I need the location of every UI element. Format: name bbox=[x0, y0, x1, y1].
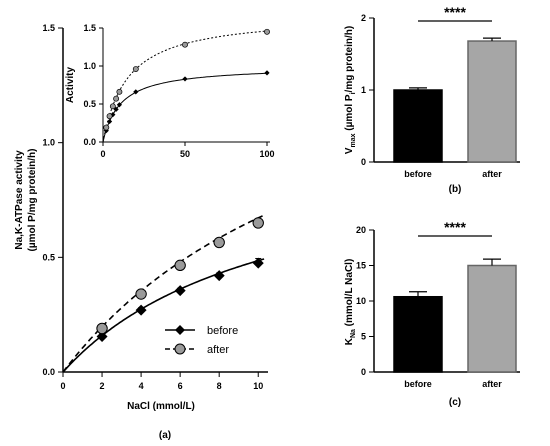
inset-ytick-label: 0.5 bbox=[83, 99, 96, 109]
point-before bbox=[252, 257, 264, 269]
significance-stars: **** bbox=[444, 219, 466, 235]
category-label-after: after bbox=[482, 169, 502, 179]
point-before bbox=[174, 285, 186, 297]
inset-point-after bbox=[132, 66, 139, 72]
panel-label-b: (b) bbox=[449, 184, 462, 195]
a-xtick-label: 6 bbox=[178, 381, 183, 391]
bar-before bbox=[393, 295, 443, 373]
c-ylabel-sub: Na bbox=[350, 329, 357, 338]
inset-point-before bbox=[103, 128, 109, 134]
b-ylabel-rest: (µmol P bbox=[344, 94, 355, 133]
a-ytick-label: 0.5 bbox=[42, 252, 55, 262]
a-ytick-label: 1.0 bbox=[42, 138, 55, 148]
point-after bbox=[174, 259, 186, 272]
b-ylabel-sub: max bbox=[350, 133, 357, 147]
c-ylabel-rest: (mmol/L NaCl) bbox=[344, 259, 355, 329]
panel-label-c: (c) bbox=[449, 397, 461, 408]
point-after bbox=[96, 322, 108, 335]
a-ytick-label: 1.5 bbox=[42, 23, 55, 33]
legend-before-marker bbox=[175, 325, 185, 335]
point-before bbox=[135, 304, 147, 316]
ytick-label: 1 bbox=[361, 85, 366, 95]
point-after bbox=[252, 217, 264, 229]
panel-a-main-plot: 0 2 4 6 8 10 0.0 0.5 1.0 1.5 NaCl (mmol/L) Na,K-A… bbox=[14, 23, 268, 412]
inset-point-before bbox=[116, 102, 122, 108]
inset-point-before bbox=[264, 70, 270, 76]
inset-ylabel: Activity bbox=[65, 67, 76, 104]
point-before bbox=[213, 270, 225, 282]
ytick-label: 2 bbox=[361, 13, 366, 23]
b-ylabel-sub2: i bbox=[350, 92, 357, 94]
a-xtick-label: 0 bbox=[60, 381, 65, 391]
category-label-before: before bbox=[404, 379, 432, 389]
a-xtick-label: 8 bbox=[217, 381, 222, 391]
inset-point-before bbox=[133, 89, 139, 95]
inset-point-after bbox=[264, 28, 270, 35]
legend-before-label: before bbox=[207, 325, 238, 337]
inset-point-after bbox=[103, 124, 110, 131]
c-ylabel-main: K bbox=[344, 337, 355, 345]
a-xtick-label: 2 bbox=[100, 381, 105, 391]
a-ylabel-line2: (µmol P/mg protein/h) bbox=[27, 149, 38, 252]
a-ylabel-line1: Na,K-ATPase activity bbox=[14, 150, 25, 250]
panel-b-plot: 0 1 2 before after **** Vmax (µmol Pi/mg pro… bbox=[344, 4, 520, 195]
inset-xtick-label: 0 bbox=[100, 149, 105, 159]
point-after bbox=[213, 236, 225, 249]
b-ylabel-end: /mg protein/h) bbox=[344, 26, 355, 93]
bar-before bbox=[393, 89, 443, 163]
b-ylabel: Vmax (µmol Pi/mg protein/h) bbox=[344, 26, 357, 154]
ytick-label: 15 bbox=[356, 261, 366, 271]
c-ylabel: KNa (mmol/L NaCl) bbox=[344, 259, 357, 346]
a-ytick-label: 0.0 bbox=[42, 367, 55, 377]
ytick-label: 0 bbox=[361, 157, 366, 167]
point-after bbox=[135, 288, 147, 300]
point-before bbox=[96, 330, 108, 342]
panel-label-a: (a) bbox=[159, 430, 171, 441]
inset-ytick-label: 1.5 bbox=[83, 23, 96, 33]
panel-a-inset-plot: 0 50 100 0.0 0.5 1.0 1.5 Activity bbox=[65, 23, 275, 159]
inset-point-after bbox=[116, 88, 123, 95]
inset-point-after bbox=[113, 95, 120, 102]
a-xtick-label: 10 bbox=[253, 381, 263, 391]
ytick-label: 0 bbox=[361, 367, 366, 377]
ytick-label: 10 bbox=[356, 296, 366, 306]
panel-c-plot: 0 5 10 15 20 before after **** KNa (mmol/L NaC… bbox=[344, 219, 520, 408]
bar-after bbox=[467, 264, 517, 373]
ytick-label: 20 bbox=[356, 225, 366, 235]
inset-ytick-label: 1.0 bbox=[83, 61, 96, 71]
inset-xtick-label: 50 bbox=[180, 149, 190, 159]
inset-point-before bbox=[106, 118, 113, 125]
ytick-label: 5 bbox=[361, 332, 366, 342]
bar-after bbox=[467, 40, 517, 163]
inset-point-before bbox=[182, 76, 188, 82]
b-ylabel-main: V bbox=[344, 147, 355, 154]
series-after-fit-line bbox=[62, 214, 265, 373]
inset-point-after bbox=[106, 113, 113, 120]
inset-before-fit-line bbox=[102, 72, 268, 143]
category-label-before: before bbox=[404, 169, 432, 179]
series-before-fit-line bbox=[62, 258, 265, 373]
legend-after-marker bbox=[174, 343, 186, 355]
a-xtick-label: 4 bbox=[139, 381, 144, 391]
inset-point-after bbox=[109, 103, 116, 110]
category-label-after: after bbox=[482, 379, 502, 389]
legend-after-label: after bbox=[207, 344, 229, 356]
inset-ytick-label: 0.0 bbox=[83, 137, 96, 147]
a-legend: before after bbox=[165, 325, 238, 356]
a-xlabel: NaCl (mmol/L) bbox=[127, 401, 195, 412]
inset-point-after bbox=[182, 41, 188, 48]
significance-stars: **** bbox=[444, 4, 466, 20]
inset-xtick-label: 100 bbox=[259, 149, 274, 159]
